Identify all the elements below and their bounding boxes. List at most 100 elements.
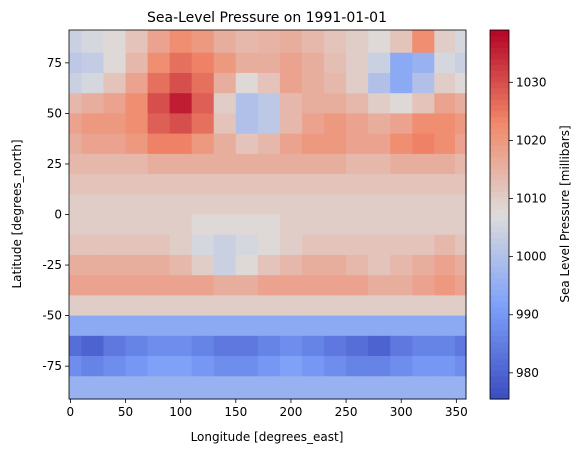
heatmap-cell <box>213 214 237 236</box>
heatmap-cell <box>390 214 413 236</box>
heatmap-cell <box>169 295 193 317</box>
colorbar-segment <box>490 237 509 244</box>
heatmap-cell <box>324 174 347 195</box>
heatmap-cell <box>346 194 369 216</box>
heatmap-cell <box>279 315 303 337</box>
heatmap-cell <box>390 376 413 400</box>
heatmap-cell <box>125 30 149 54</box>
heatmap-cell <box>235 315 259 337</box>
heatmap-cell <box>454 133 467 155</box>
heatmap-cell <box>324 376 347 400</box>
heatmap-cell <box>69 52 83 74</box>
heatmap-cell <box>103 254 127 276</box>
colorbar-segment <box>490 208 509 216</box>
heatmap-cell <box>191 194 215 216</box>
colorbar-segment <box>490 254 509 262</box>
heatmap-cell <box>191 174 215 195</box>
heatmap-cell <box>257 52 281 74</box>
heatmap-cell <box>169 315 193 337</box>
heatmap-cell <box>301 376 325 400</box>
heatmap-cell <box>390 174 413 195</box>
heatmap-cell <box>346 30 369 54</box>
heatmap-cell <box>213 254 237 276</box>
heatmap-cell <box>235 295 259 317</box>
heatmap-cell <box>412 52 435 74</box>
heatmap-cell <box>169 133 193 155</box>
heatmap-cell <box>213 194 237 216</box>
heatmap-cell <box>368 214 391 236</box>
colorbar-segment <box>490 243 509 250</box>
heatmap-cell <box>454 315 467 337</box>
colorbar-segment <box>490 174 509 181</box>
heatmap-cell <box>279 153 303 175</box>
heatmap-cell <box>213 376 237 400</box>
heatmap-cell <box>346 72 369 94</box>
heatmap-cell <box>324 153 347 175</box>
heatmap-cell <box>169 72 193 94</box>
colorbar-segment <box>490 156 509 164</box>
heatmap-cell <box>213 174 237 195</box>
colorbar-segment <box>490 387 509 394</box>
heatmap-cell <box>125 356 149 377</box>
heatmap-cell <box>191 72 215 94</box>
heatmap-cell <box>125 133 149 155</box>
heatmap-cell <box>169 194 193 216</box>
colorbar-segment <box>490 249 509 256</box>
x-tick-label: 350 <box>445 405 468 419</box>
heatmap-cell <box>279 113 303 135</box>
heatmap-cell <box>454 194 467 216</box>
y-axis-label: Latitude [degrees_north] <box>10 139 24 288</box>
heatmap-cell <box>103 72 127 94</box>
heatmap-cell <box>125 153 149 175</box>
colorbar-segment <box>490 375 509 383</box>
heatmap-cell <box>346 254 369 276</box>
heatmap-cell <box>69 194 83 216</box>
heatmap-cell <box>346 113 369 135</box>
y-tick-label: -75 <box>42 359 62 373</box>
heatmap-cell <box>147 234 171 256</box>
heatmap-cell <box>257 254 281 276</box>
x-tick-label: 150 <box>224 405 247 419</box>
heatmap-cell <box>368 315 391 337</box>
colorbar-tick-label: 1000 <box>516 250 547 264</box>
heatmap-cell <box>257 234 281 256</box>
colorbar-segment <box>490 116 509 123</box>
heatmap-cell <box>257 295 281 317</box>
colorbar-segment <box>490 329 509 337</box>
heatmap-cell <box>434 52 456 74</box>
heatmap-cell <box>346 234 369 256</box>
heatmap-cell <box>454 153 467 175</box>
heatmap-cell <box>324 133 347 155</box>
colorbar-segment <box>490 381 509 389</box>
colorbar-ticks: 980 990 1000 1010 1020 1030 <box>509 75 547 380</box>
colorbar-segment <box>490 30 509 37</box>
colorbar-segment <box>490 306 509 314</box>
heatmap-cell <box>147 214 171 236</box>
heatmap-cell <box>368 234 391 256</box>
heatmap-cell <box>235 356 259 377</box>
heatmap-cell <box>346 315 369 337</box>
heatmap-cell <box>257 133 281 155</box>
heatmap-cell <box>434 335 456 357</box>
heatmap-cell <box>412 153 435 175</box>
heatmap-cell <box>390 72 413 94</box>
heatmap-cell <box>147 133 171 155</box>
heatmap-cell <box>434 214 456 236</box>
heatmap-cell <box>257 315 281 337</box>
heatmap-cell <box>213 275 237 296</box>
heatmap-cell <box>147 254 171 276</box>
heatmap-cell <box>412 174 435 195</box>
heatmap-cell <box>191 113 215 135</box>
colorbar-segment <box>490 358 509 366</box>
heatmap-cell <box>454 275 467 296</box>
heatmap-cell <box>324 214 347 236</box>
heatmap-cell <box>454 376 467 400</box>
heatmap-cell <box>412 295 435 317</box>
heatmap-cell <box>69 174 83 195</box>
heatmap-cell <box>257 356 281 377</box>
heatmap-cell <box>390 275 413 296</box>
heatmap-cell <box>279 133 303 155</box>
heatmap-cell <box>147 315 171 337</box>
heatmap-cell <box>434 376 456 400</box>
heatmap-cell <box>301 335 325 357</box>
